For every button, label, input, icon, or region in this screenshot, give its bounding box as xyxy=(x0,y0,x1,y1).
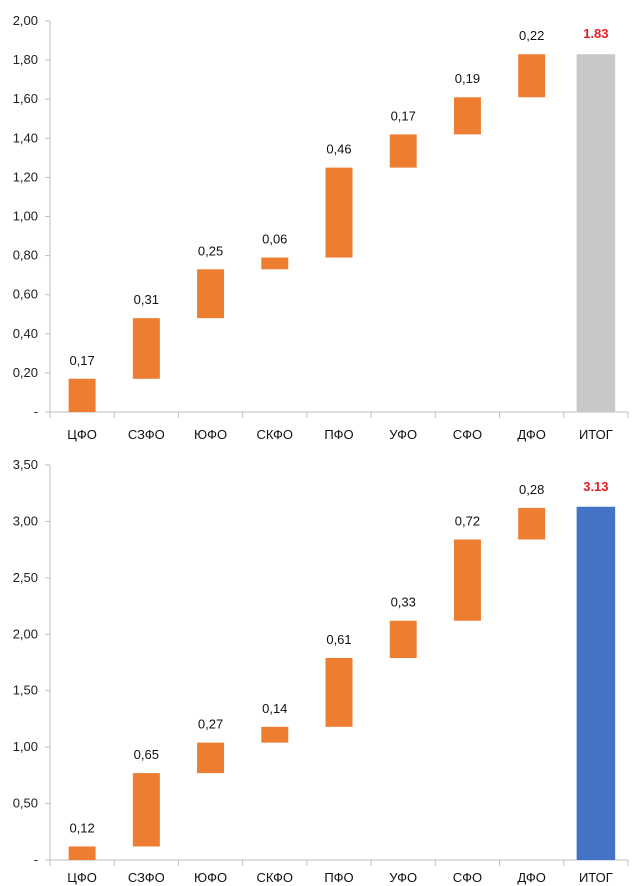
y-tick-label: 1,40 xyxy=(13,130,38,145)
y-tick-label: 1,00 xyxy=(13,209,38,224)
data-label: 0,12 xyxy=(69,820,94,835)
bar-ДФО xyxy=(518,54,546,98)
category-label: ДФО xyxy=(517,870,546,885)
bar-УФО xyxy=(389,134,417,168)
data-label: 0,22 xyxy=(519,28,544,43)
y-tick-label: 3,50 xyxy=(13,457,38,472)
bar-ДФО xyxy=(518,507,546,540)
y-tick-label: 0,60 xyxy=(13,287,38,302)
y-tick-label: 0,80 xyxy=(13,248,38,263)
bar-СФО xyxy=(453,539,481,621)
category-label: ЮФО xyxy=(194,870,227,885)
y-tick-label: - xyxy=(34,404,38,419)
total-bar xyxy=(576,506,616,860)
category-label: ИТОГ xyxy=(579,427,613,442)
y-tick-label: 0,40 xyxy=(13,326,38,341)
category-label: СФО xyxy=(453,870,482,885)
category-label: ПФО xyxy=(324,427,353,442)
category-label: ПФО xyxy=(324,870,353,885)
category-label: ДФО xyxy=(517,427,546,442)
data-label: 0,06 xyxy=(262,232,287,247)
y-tick-label: 1,20 xyxy=(13,169,38,184)
category-label: ЮФО xyxy=(194,427,227,442)
data-label: 0,61 xyxy=(326,632,351,647)
data-label: 0,46 xyxy=(326,142,351,157)
category-label: СКФО xyxy=(257,427,294,442)
category-label: УФО xyxy=(389,870,417,885)
bar-СКФО xyxy=(261,726,289,743)
bar-СЗФО xyxy=(132,318,160,379)
data-label: 0,17 xyxy=(391,108,416,123)
y-tick-label: 2,00 xyxy=(13,13,38,28)
waterfall-chart-1: - 0,20 0,40 0,60 0,80 1,00 1,20 1,40 1,60 1,80 2,0… xyxy=(13,13,629,442)
bar-СФО xyxy=(453,97,481,135)
bar-ЦФО xyxy=(68,846,96,860)
data-label: 0,31 xyxy=(134,292,159,307)
y-tick-label: 0,20 xyxy=(13,365,38,380)
y-tick-label: 2,00 xyxy=(13,626,38,641)
bar-ЮФО xyxy=(197,269,225,319)
bar-ЦФО xyxy=(68,378,96,412)
category-label: СКФО xyxy=(257,870,294,885)
total-bar xyxy=(576,54,616,413)
total-data-label: 3.13 xyxy=(583,479,608,494)
data-label: 0,27 xyxy=(198,717,223,732)
y-tick-label: - xyxy=(34,852,38,867)
category-label: ЦФО xyxy=(67,427,97,442)
bar-СЗФО xyxy=(132,773,160,847)
bar-ЮФО xyxy=(197,742,225,774)
waterfall-chart-2: - 0,50 1,00 1,50 2,00 2,50 3,00 3,50 0,12 ЦФО 0,65… xyxy=(13,457,629,885)
bar-УФО xyxy=(389,620,417,658)
y-tick-label: 1,80 xyxy=(13,52,38,67)
category-label: СФО xyxy=(453,427,482,442)
y-tick-label: 1,60 xyxy=(13,91,38,106)
data-label: 0,19 xyxy=(455,71,480,86)
y-tick-label: 2,50 xyxy=(13,570,38,585)
bar-СКФО xyxy=(261,257,289,270)
y-tick-label: 1,50 xyxy=(13,683,38,698)
total-data-label: 1.83 xyxy=(583,26,608,41)
y-tick-label: 3,00 xyxy=(13,513,38,528)
data-label: 0,25 xyxy=(198,243,223,258)
data-label: 0,17 xyxy=(69,353,94,368)
data-label: 0,33 xyxy=(391,595,416,610)
category-label: СЗФО xyxy=(128,427,165,442)
category-label: СЗФО xyxy=(128,870,165,885)
category-label: УФО xyxy=(389,427,417,442)
data-label: 0,14 xyxy=(262,701,287,716)
y-tick-label: 0,50 xyxy=(13,796,38,811)
bar-ПФО xyxy=(325,657,353,727)
y-tick-label: 1,00 xyxy=(13,739,38,754)
bar-ПФО xyxy=(325,167,353,258)
data-label: 0,72 xyxy=(455,513,480,528)
category-label: ИТОГ xyxy=(579,870,613,885)
data-label: 0,65 xyxy=(134,747,159,762)
data-label: 0,28 xyxy=(519,482,544,497)
category-label: ЦФО xyxy=(67,870,97,885)
